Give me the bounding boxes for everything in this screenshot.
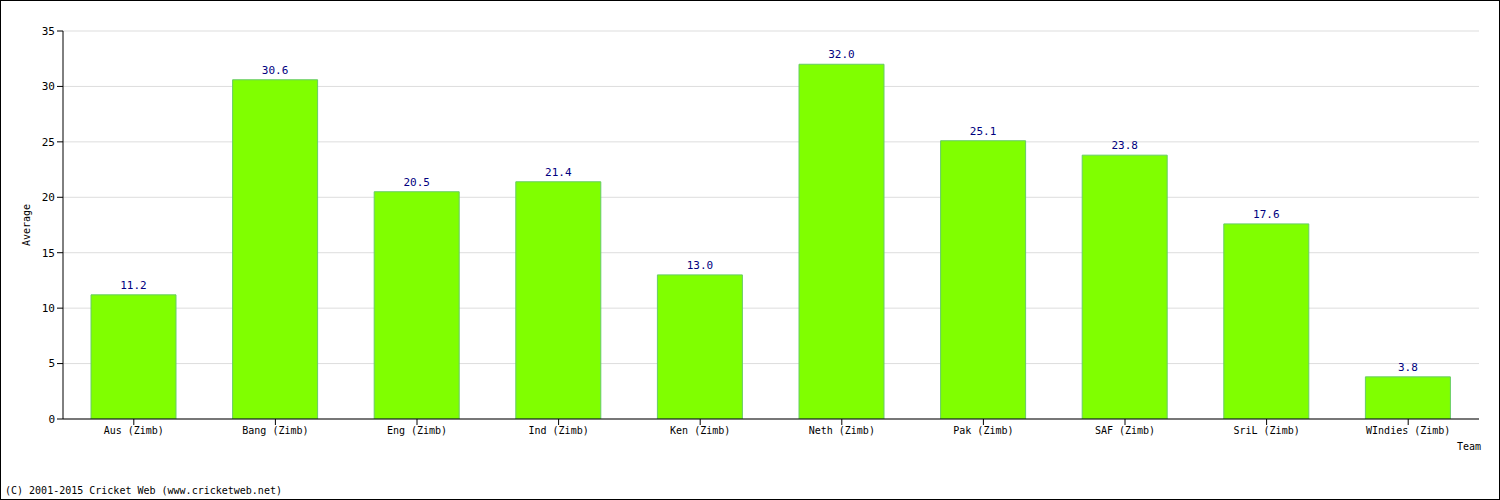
svg-text:35: 35: [42, 25, 55, 38]
svg-text:20.5: 20.5: [403, 176, 430, 189]
svg-text:20: 20: [42, 191, 55, 204]
svg-text:25.1: 25.1: [970, 125, 997, 138]
svg-text:17.6: 17.6: [1253, 208, 1280, 221]
svg-text:25: 25: [42, 136, 55, 149]
svg-text:30.6: 30.6: [262, 64, 289, 77]
svg-text:Aus (Zimb): Aus (Zimb): [104, 425, 164, 436]
svg-text:21.4: 21.4: [545, 166, 572, 179]
svg-text:30: 30: [42, 80, 55, 93]
svg-text:Pak (Zimb): Pak (Zimb): [953, 425, 1013, 436]
svg-text:10: 10: [42, 302, 55, 315]
svg-text:SAF (Zimb): SAF (Zimb): [1095, 425, 1155, 436]
html-text:(C) 2001-2015 Cricket Web (www: (C) 2001-2015 Cricket Web (www.cricketwe…: [5, 485, 282, 496]
svg-text:Eng (Zimb): Eng (Zimb): [387, 425, 447, 436]
svg-text:3.8: 3.8: [1398, 361, 1418, 374]
svg-text:15: 15: [42, 247, 55, 260]
svg-text:Average: Average: [21, 204, 32, 246]
html-text:Team: Team: [1456, 441, 1481, 452]
svg-text:0: 0: [48, 413, 55, 426]
svg-text:32.0: 32.0: [828, 48, 855, 61]
svg-text:Ind (Zimb): Ind (Zimb): [528, 425, 588, 436]
svg-text:23.8: 23.8: [1111, 139, 1138, 152]
svg-text:5: 5: [48, 357, 55, 370]
svg-text:13.0: 13.0: [687, 259, 714, 272]
svg-text:Bang (Zimb): Bang (Zimb): [242, 425, 308, 436]
svg-text:Ken (Zimb): Ken (Zimb): [670, 425, 730, 436]
svg-text:Neth (Zimb): Neth (Zimb): [809, 425, 875, 436]
svg-text:11.2: 11.2: [120, 279, 147, 292]
svg-text:SriL (Zimb): SriL (Zimb): [1233, 425, 1299, 436]
svg-text:WIndies (Zimb): WIndies (Zimb): [1366, 425, 1450, 436]
